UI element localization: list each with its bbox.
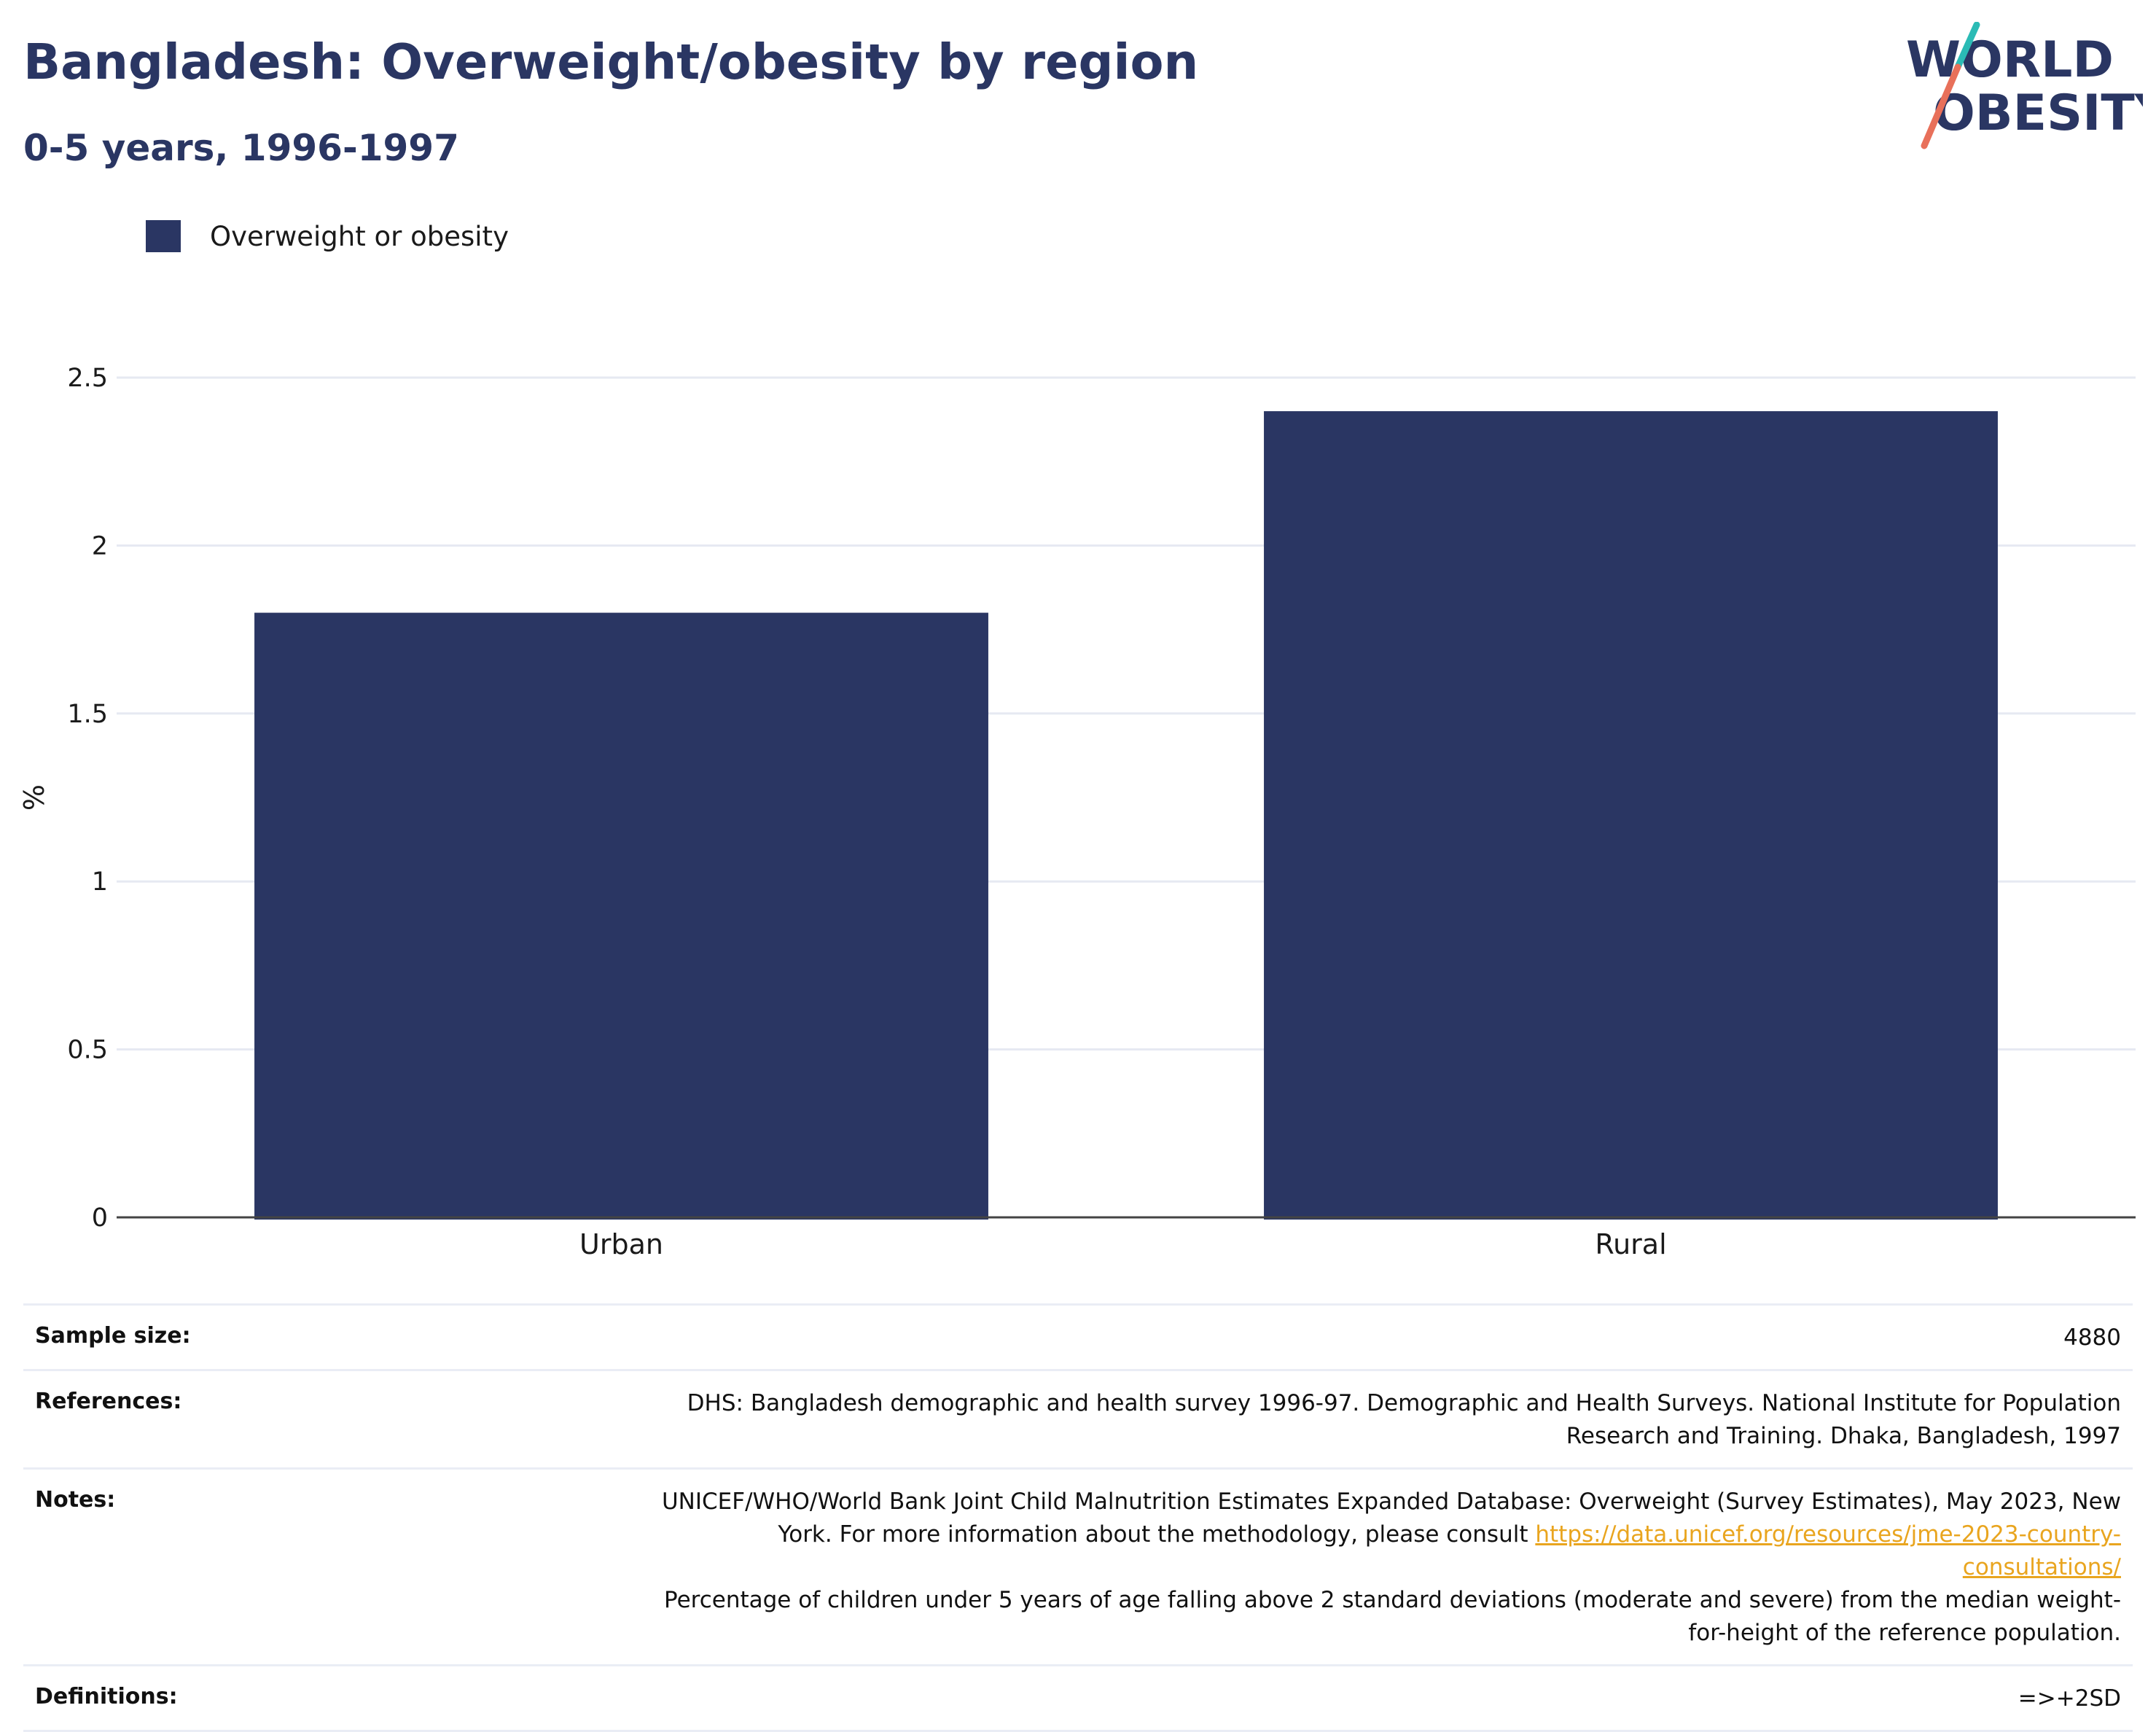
y-tick-label: 0.5: [67, 1036, 108, 1065]
definitions-label: Definitions:: [35, 1684, 178, 1709]
notes-text-before: UNICEF/WHO/World Bank Joint Child Malnut…: [661, 1489, 2121, 1548]
logo-word-world: WORLD: [1906, 31, 2114, 89]
logo-slash-top: [1954, 22, 1980, 71]
notes-label: Notes:: [35, 1487, 116, 1513]
chart-subtitle: 0-5 years, 1996-1997: [23, 127, 459, 169]
bar-urban[interactable]: [254, 612, 988, 1220]
references-value: DHS: Bangladesh demographic and health s…: [687, 1390, 2121, 1449]
y-tick-label: 1.5: [67, 700, 108, 729]
info-row-sample-size: Sample size: 4880: [23, 1303, 2133, 1369]
y-tick-label: 1: [92, 867, 108, 897]
bar-rural[interactable]: [1264, 411, 1998, 1220]
y-tick-label: 2.5: [67, 364, 108, 393]
y-tick-label: 0: [92, 1204, 108, 1233]
references-label: References:: [35, 1389, 182, 1414]
chart-legend[interactable]: Overweight or obesity: [146, 219, 509, 254]
y-tick-label: 2: [92, 531, 108, 561]
y-axis-title: %: [18, 784, 50, 811]
y-tick-labels: 0 0.5 1 1.5 2 2.5: [67, 364, 108, 1233]
info-row-references: References: DHS: Bangladesh demographic …: [23, 1369, 2133, 1467]
info-row-notes: Notes: UNICEF/WHO/World Bank Joint Child…: [23, 1467, 2133, 1664]
world-obesity-logo: WORLD OBESITY: [1906, 22, 2143, 149]
bar-chart: 0 0.5 1 1.5 2 2.5 Urban Rural %: [18, 364, 2136, 1260]
legend-swatch: [146, 220, 181, 252]
x-category-label: Rural: [1595, 1228, 1666, 1260]
sample-size-label: Sample size:: [35, 1323, 191, 1349]
notes-value: UNICEF/WHO/World Bank Joint Child Malnut…: [627, 1486, 2121, 1650]
notes-link[interactable]: https://data.unicef.org/resources/jme-20…: [1535, 1521, 2121, 1580]
info-table: Sample size: 4880 References: DHS: Bangl…: [23, 1303, 2133, 1732]
chart-title: Bangladesh: Overweight/obesity by region: [23, 34, 1199, 90]
legend-label: Overweight or obesity: [210, 220, 509, 252]
notes-text-after: Percentage of children under 5 years of …: [663, 1587, 2121, 1646]
logo-word-obesity: OBESITY: [1933, 85, 2143, 142]
sample-size-value: 4880: [2063, 1325, 2121, 1351]
definitions-value: =>+2SD: [2018, 1685, 2121, 1712]
x-category-labels: Urban Rural: [579, 1228, 1667, 1260]
bars: [254, 411, 1998, 1220]
logo-slash-bottom: [1921, 63, 1961, 149]
x-category-label: Urban: [579, 1228, 663, 1260]
info-row-definitions: Definitions: =>+2SD: [23, 1664, 2133, 1732]
